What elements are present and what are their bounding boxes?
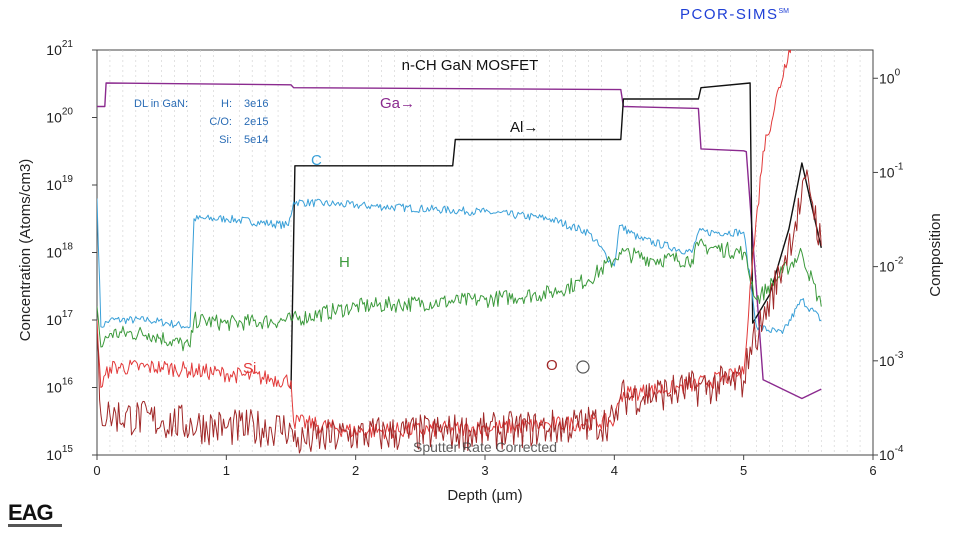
annotation-ga: Ga→ bbox=[380, 95, 415, 112]
detection-limits-box: DL in GaN: H: 3e16 C/O: 2e15 Si: 5e14 bbox=[134, 98, 268, 146]
x-tick-label: 2 bbox=[352, 463, 359, 478]
dl-co-label: C/O: bbox=[209, 116, 232, 128]
x-tick-label: 5 bbox=[740, 463, 747, 478]
brand-name: PCOR-SIMS bbox=[680, 6, 779, 23]
annotation-o: O bbox=[546, 357, 558, 374]
series-line-c bbox=[97, 198, 822, 334]
series-line-ga bbox=[97, 82, 822, 400]
series-line-h bbox=[97, 238, 822, 352]
series-layer bbox=[97, 50, 822, 454]
y2-tick-label: 10-4 bbox=[879, 444, 904, 463]
series-line-al bbox=[290, 82, 822, 390]
y2-tick-label: 10-3 bbox=[879, 350, 904, 369]
eag-logo-underline bbox=[8, 524, 62, 527]
y-tick-label: 1018 bbox=[46, 242, 73, 261]
y2-tick-label: 100 bbox=[879, 67, 901, 86]
x-tick-label: 4 bbox=[611, 463, 618, 478]
x-tick-label: 6 bbox=[869, 463, 876, 478]
dl-si-value: 5e14 bbox=[244, 134, 268, 146]
dl-h-label: H: bbox=[221, 98, 232, 110]
dl-h-value: 3e16 bbox=[244, 98, 268, 110]
chart-title: n-CH GaN MOSFET bbox=[402, 57, 539, 74]
y-axis-label: Concentration (Atoms/cm3) bbox=[17, 159, 34, 342]
x-tick-label: 0 bbox=[93, 463, 100, 478]
y-tick-label: 1020 bbox=[46, 107, 73, 126]
y-tick-label: 1015 bbox=[46, 444, 73, 463]
axis-layer: 0 1 2 3 4 5 6 1015 1016 1017 1018 1019 1020 1021 100 10… bbox=[46, 39, 904, 478]
annotation-sputter-rate: Sputter Rate Corrected bbox=[413, 439, 557, 455]
series-line-o bbox=[97, 169, 822, 454]
annotation-h: H bbox=[339, 254, 350, 271]
annotation-si: Si bbox=[243, 360, 256, 377]
y-tick-label: 1016 bbox=[46, 377, 73, 396]
annotation-al: Al→ bbox=[510, 119, 538, 136]
y2-tick-label: 10-2 bbox=[879, 256, 904, 275]
pcor-sims-brand: PCOR-SIMSSM bbox=[680, 6, 789, 23]
dl-heading: DL in GaN: bbox=[134, 98, 188, 110]
eag-logo: EAG bbox=[8, 500, 54, 525]
y-tick-label: 1021 bbox=[46, 39, 73, 58]
dl-si-label: Si: bbox=[219, 134, 232, 146]
x-axis-label: Depth (µm) bbox=[447, 487, 522, 504]
brand-mark: SM bbox=[778, 8, 790, 15]
y-tick-label: 1019 bbox=[46, 174, 73, 193]
x-tick-label: 1 bbox=[223, 463, 230, 478]
annotation-c: C bbox=[311, 152, 322, 169]
dl-co-value: 2e15 bbox=[244, 116, 268, 128]
x-tick-label: 3 bbox=[481, 463, 488, 478]
y-tick-label: 1017 bbox=[46, 309, 73, 328]
o-marker-circle bbox=[576, 360, 590, 374]
y2-axis-label: Composition bbox=[927, 213, 944, 296]
y2-tick-label: 10-1 bbox=[879, 161, 904, 180]
